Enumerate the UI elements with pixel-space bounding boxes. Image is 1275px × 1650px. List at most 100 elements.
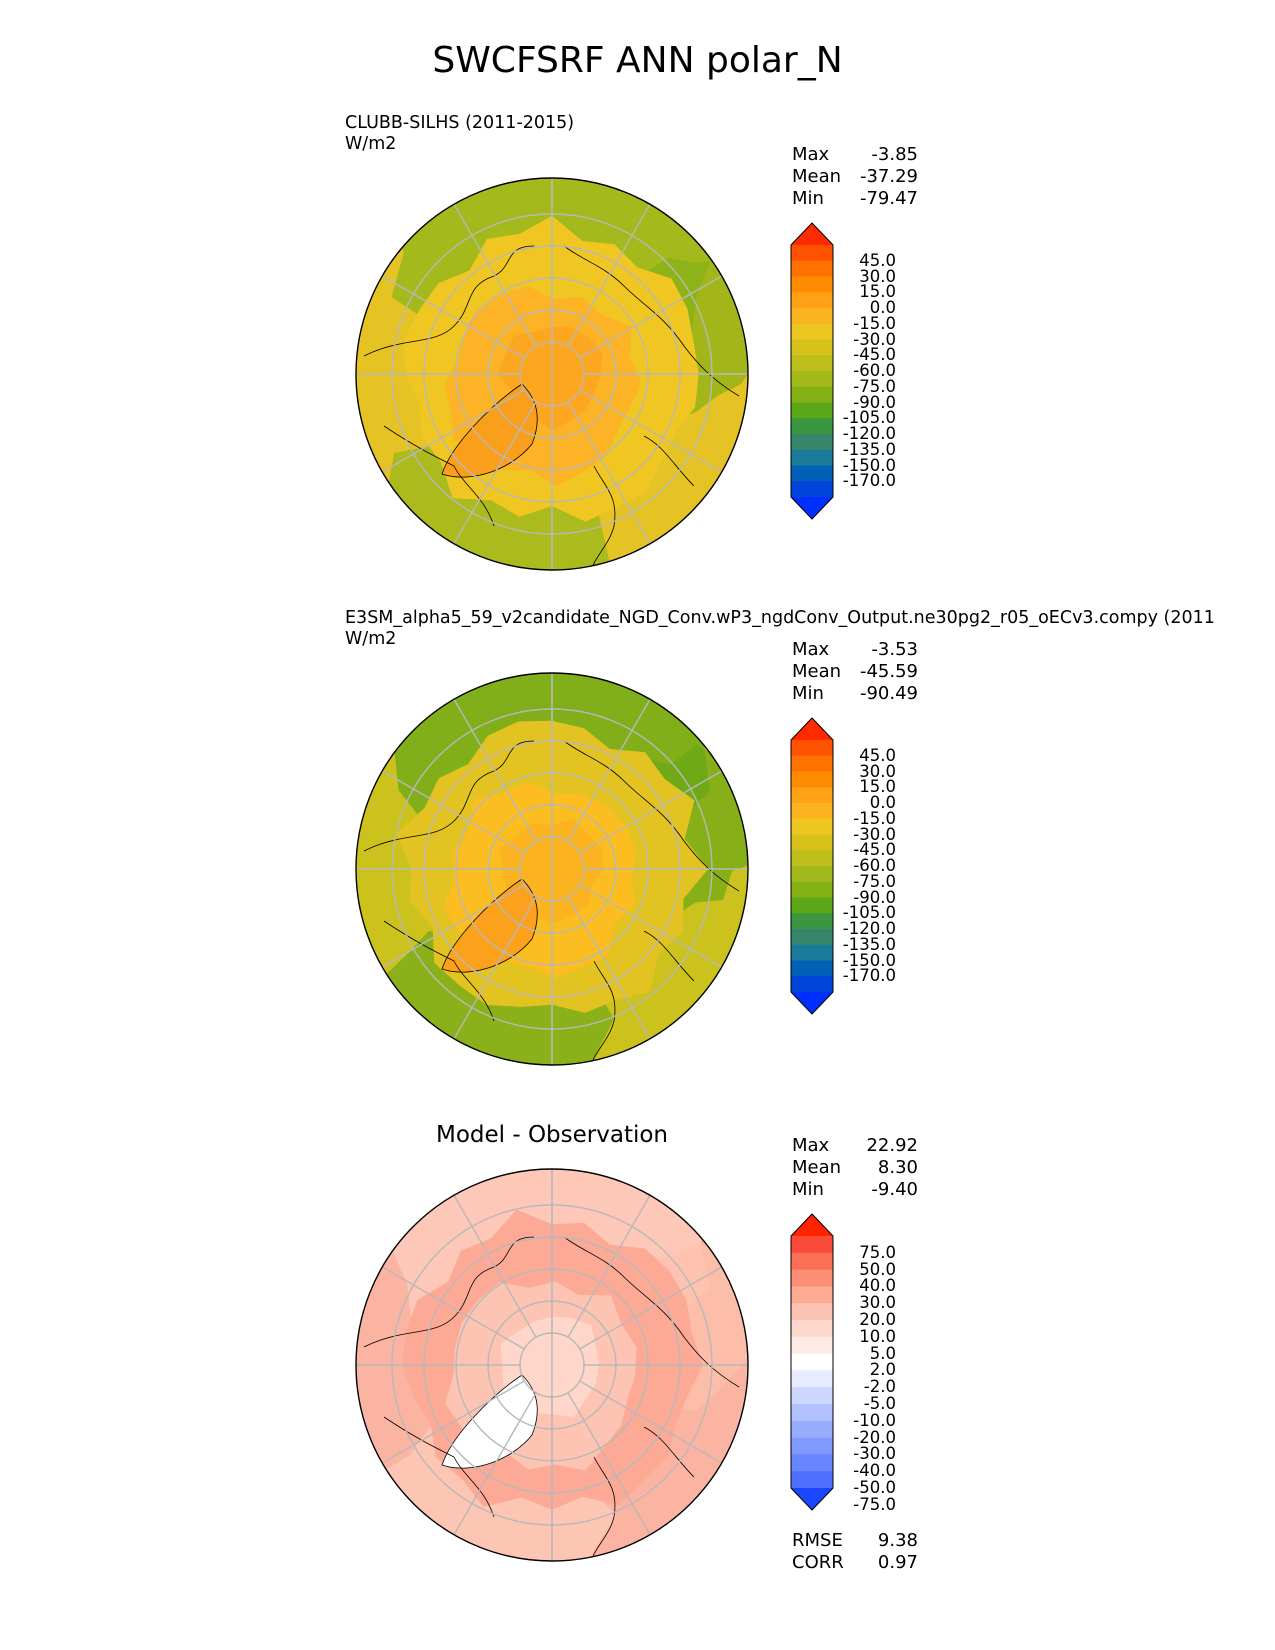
colorbar-tick-label: 20.0 — [859, 1310, 896, 1329]
colorbar-extend-bottom — [791, 497, 833, 519]
map-border — [355, 672, 749, 1066]
coastline — [563, 740, 740, 892]
colorbar-segment — [791, 1303, 833, 1321]
colorbar-segment — [791, 449, 833, 466]
colorbar-segment — [791, 1370, 833, 1388]
colorbar-tick-label: -45.0 — [853, 345, 896, 365]
colorbar-segment — [791, 755, 833, 772]
panel-1-stats: Max -3.85 Mean -37.29 Min -79.47 — [792, 144, 918, 210]
coastline — [363, 740, 535, 852]
meridian-line — [567, 203, 651, 347]
meridian-line — [381, 389, 525, 473]
meridian-line — [567, 1392, 651, 1536]
panel-2-stats: Max -3.53 Mean -45.59 Min -90.49 — [792, 639, 918, 705]
panel-2-polar-map — [355, 672, 749, 1066]
meridian-line — [453, 203, 537, 347]
coastline — [643, 1426, 695, 1478]
colorbar-segment — [791, 371, 833, 388]
colorbar-tick-label: -15.0 — [853, 313, 896, 333]
colorbar-tick-label: 5.0 — [869, 1343, 896, 1363]
colorbar-segment — [791, 929, 833, 946]
stat-min: Min -90.49 — [792, 683, 918, 704]
stat-mean: Mean -45.59 — [792, 661, 918, 682]
colorbar-tick-label: -105.0 — [842, 408, 896, 428]
colorbar-segment — [791, 1320, 833, 1338]
colorbar-segment — [791, 245, 833, 262]
coastline — [383, 425, 495, 527]
colorbar-segment — [791, 276, 833, 293]
colorbar-tick-label: 15.0 — [859, 777, 896, 797]
panel-2-colorbar — [790, 717, 834, 1015]
colorbar-tick-label: -120.0 — [842, 919, 896, 938]
colorbar-segment — [791, 787, 833, 804]
colorbar-segment — [791, 386, 833, 403]
panel-2-units: W/m2 — [345, 629, 397, 649]
colorbar-tick-label: -105.0 — [842, 903, 896, 923]
colorbar-segment — [791, 1236, 833, 1254]
colorbar-tick-label: -50.0 — [853, 1478, 896, 1497]
colorbar-tick-label: -150.0 — [842, 950, 896, 970]
stat-max: Max -3.85 — [792, 144, 918, 165]
colorbar-extend-bottom — [791, 992, 833, 1014]
colorbar-tick-label: -30.0 — [853, 824, 896, 844]
colorbar-segment — [791, 481, 833, 498]
colorbar-segment — [791, 402, 833, 419]
colorbar-tick-label: -30.0 — [853, 329, 896, 349]
colorbar-extend-top — [791, 223, 833, 245]
colorbar-extend-top — [791, 718, 833, 740]
colorbar-tick-label: 40.0 — [859, 1276, 896, 1296]
colorbar-tick-label: -2.0 — [863, 1377, 896, 1397]
colorbar-tick-label: 30.0 — [859, 1293, 896, 1313]
colorbar-tick-label: 45.0 — [859, 745, 896, 765]
colorbar-tick-label: -75.0 — [853, 376, 896, 396]
colorbar-tick-label: -20.0 — [853, 1427, 896, 1447]
meridian-line — [381, 884, 525, 968]
colorbar-tick-label: -75.0 — [853, 871, 896, 891]
coastline — [588, 960, 616, 1065]
panel-2-title: E3SM_alpha5_59_v2candidate_NGD_Conv.wP3_… — [345, 608, 1215, 628]
colorbar-segment — [791, 1269, 833, 1287]
meridian-line — [579, 884, 723, 968]
colorbar-tick-label: -5.0 — [863, 1394, 896, 1413]
coastline — [643, 435, 695, 487]
colorbar-segment — [791, 260, 833, 277]
panel-1-colorbar — [790, 222, 834, 520]
metric-corr: CORR 0.97 — [792, 1552, 918, 1573]
panel-1-units: W/m2 — [345, 134, 397, 154]
greenland-region — [441, 1374, 538, 1469]
colorbar-tick-label: -90.0 — [853, 887, 896, 907]
colorbar-segment — [791, 881, 833, 898]
colorbar-segment — [791, 434, 833, 451]
coastline — [563, 1236, 740, 1388]
colorbar-segment — [791, 913, 833, 930]
panel-3-colorbar — [790, 1213, 834, 1511]
coastline — [643, 930, 695, 982]
colorbar-segment — [791, 740, 833, 757]
meridian-line — [453, 698, 537, 842]
colorbar-tick-label: -170.0 — [842, 966, 896, 986]
map-fill — [356, 673, 748, 1065]
colorbar-segment — [791, 1353, 833, 1371]
colorbar-segment — [791, 465, 833, 482]
colorbar-segment — [791, 1454, 833, 1472]
panel-1-colorbar-labels: 45.0 30.0 15.0 0.0 -15.0 -30.0 -45.0 -60.0 -75.0… — [834, 223, 896, 519]
colorbar-segment — [791, 1404, 833, 1422]
greenland-region — [441, 383, 538, 478]
colorbar-tick-label: -60.0 — [853, 361, 896, 380]
colorbar-tick-label: 30.0 — [859, 266, 896, 286]
colorbar-segment — [791, 1437, 833, 1455]
colorbar-tick-label: 2.0 — [869, 1360, 896, 1380]
stat-max: Max 22.92 — [792, 1135, 918, 1156]
stat-max: Max -3.53 — [792, 639, 918, 660]
stat-mean: Mean -37.29 — [792, 166, 918, 187]
meridian-line — [381, 1380, 525, 1464]
coastline — [588, 1456, 616, 1561]
panel-3-title: Model - Observation — [435, 1122, 669, 1148]
meridian-line — [567, 698, 651, 842]
map-border — [355, 1168, 749, 1562]
colorbar-segment — [791, 976, 833, 993]
map-fill — [356, 178, 748, 570]
meridian-line — [381, 770, 525, 854]
meridian-line — [567, 401, 651, 545]
meridian-line — [579, 389, 723, 473]
